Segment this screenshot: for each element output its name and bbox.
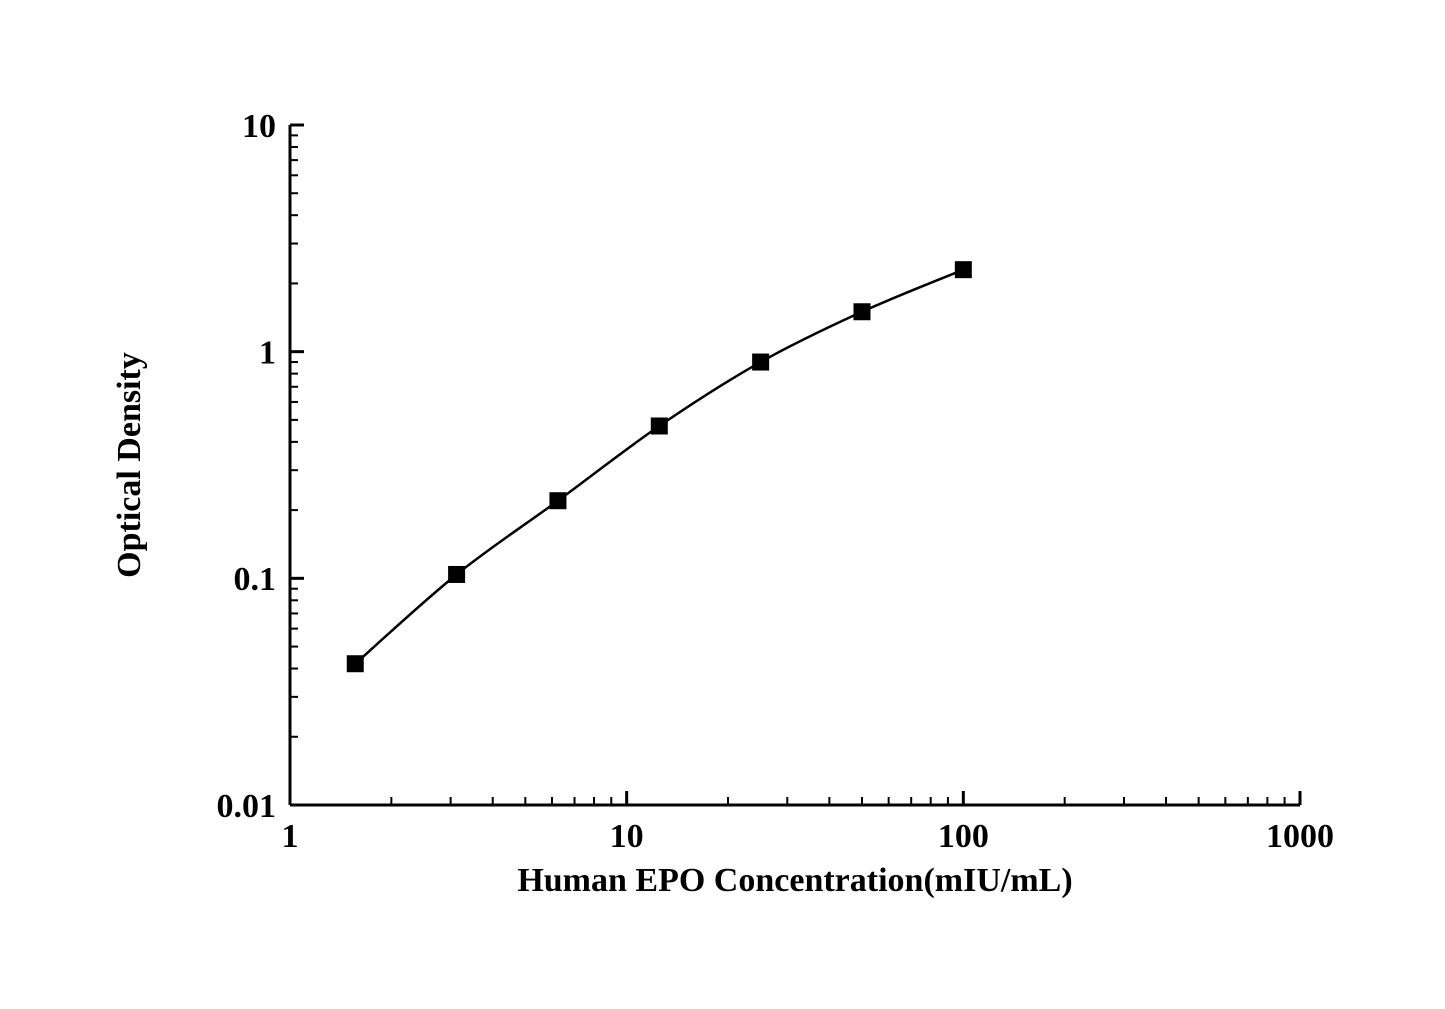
y-axis-label: Optical Density — [111, 352, 148, 578]
y-tick-label: 0.01 — [217, 788, 277, 825]
x-tick-label: 1000 — [1266, 818, 1334, 855]
y-tick-label: 10 — [242, 108, 276, 145]
y-tick-label: 1 — [259, 335, 276, 372]
x-tick-label: 10 — [610, 818, 644, 855]
standard-curve-chart: 1 10 100 1000 0.01 0.1 1 10 Human EPO Concentrat… — [0, 0, 1445, 1009]
data-point-marker — [449, 566, 465, 582]
x-tick-label: 1 — [282, 818, 299, 855]
y-tick-label: 0.1 — [234, 561, 277, 598]
data-point-marker — [854, 304, 870, 320]
data-point-marker — [347, 656, 363, 672]
data-point-marker — [550, 493, 566, 509]
x-axis-label: Human EPO Concentration(mIU/mL) — [517, 862, 1072, 899]
chart-container: 1 10 100 1000 0.01 0.1 1 10 Human EPO Concentrat… — [0, 0, 1445, 1009]
x-tick-label: 100 — [938, 818, 989, 855]
data-point-marker — [651, 418, 667, 434]
data-point-marker — [955, 262, 971, 278]
data-point-marker — [753, 354, 769, 370]
